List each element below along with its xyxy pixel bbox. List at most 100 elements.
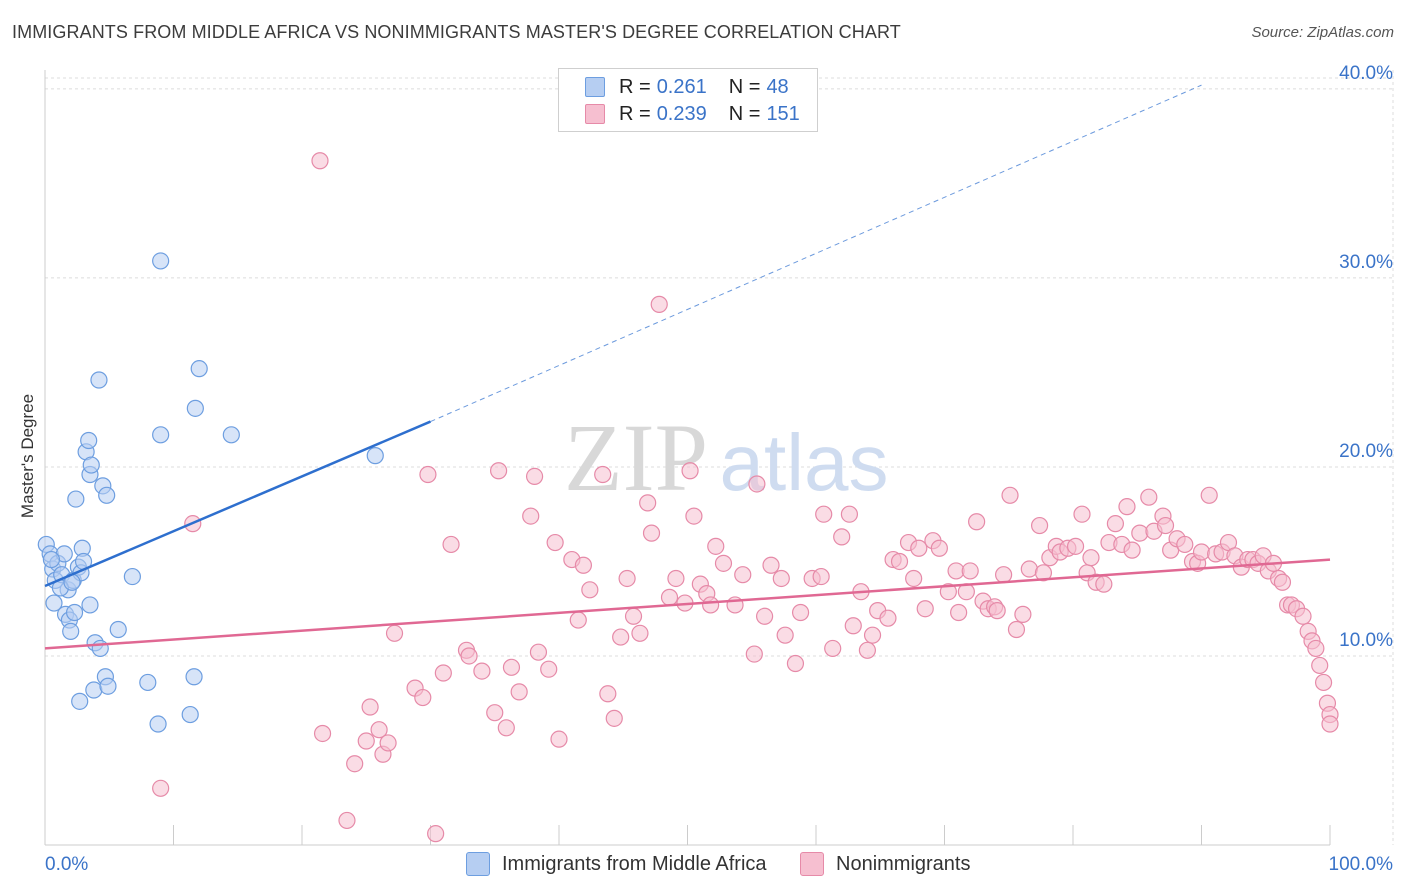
nonimmigrants-point xyxy=(311,152,329,170)
nonimmigrants-point xyxy=(612,628,630,646)
nonimmigrants-point xyxy=(968,513,986,531)
nonimmigrants-point xyxy=(361,698,379,716)
nonimmigrants-point xyxy=(833,528,851,546)
middle-africa-point xyxy=(45,594,63,612)
middle-africa-point xyxy=(366,447,384,465)
nonimmigrants-point xyxy=(1311,656,1329,675)
nonimmigrants-point xyxy=(916,600,934,618)
legend-swatch-pink xyxy=(585,104,605,124)
nonimmigrants-point xyxy=(1082,549,1100,567)
nonimmigrants-point xyxy=(605,709,623,727)
nonimmigrants-point xyxy=(639,494,657,512)
nonimmigrants-point xyxy=(815,505,833,523)
nonimmigrants-point xyxy=(313,724,332,743)
nonimmigrants-point xyxy=(1176,535,1194,554)
nonimmigrants-point xyxy=(858,641,877,659)
nonimmigrants-point xyxy=(1321,715,1339,733)
middle-africa-points xyxy=(37,252,384,733)
middle-africa-point xyxy=(85,681,103,699)
nonimmigrants-point xyxy=(1314,673,1333,692)
x-tick-label-max: 100.0% xyxy=(1329,854,1394,875)
legend-n-value: 151 xyxy=(766,102,800,125)
nonimmigrants-point xyxy=(685,507,703,525)
nonimmigrants-point xyxy=(152,779,170,797)
nonimmigrants-point xyxy=(844,617,862,635)
nonimmigrants-point xyxy=(642,524,661,542)
nonimmigrants-point xyxy=(540,660,558,678)
x-tick-label-min: 0.0% xyxy=(45,854,88,875)
middle-africa-point xyxy=(181,705,199,724)
nonimmigrants-point xyxy=(714,554,733,572)
nonimmigrants-point xyxy=(772,569,790,588)
middle-africa-point xyxy=(62,622,80,641)
nonimmigrants-point xyxy=(995,566,1013,584)
legend-n-label: N = xyxy=(728,102,761,125)
y-tick-labels: 10.0% 20.0% 30.0% 40.0% xyxy=(1339,63,1393,651)
nonimmigrants-point xyxy=(529,643,548,661)
nonimmigrants-point xyxy=(1192,543,1211,561)
correlation-legend: R = 0.261 N = 48 R = 0.239 N = 151 xyxy=(558,68,818,132)
nonimmigrants-point xyxy=(1123,541,1141,559)
nonimmigrants-point xyxy=(599,685,617,703)
nonimmigrants-point xyxy=(486,704,504,722)
middle-africa-point xyxy=(190,360,208,378)
nonimmigrants-point xyxy=(594,465,612,484)
nonimmigrants-point xyxy=(786,654,805,673)
nonimmigrants-point xyxy=(473,662,491,680)
y-tick-label: 20.0% xyxy=(1339,441,1393,462)
nonimmigrants-point xyxy=(762,556,780,574)
nonimmigrants-point xyxy=(522,507,540,525)
nonimmigrants-point xyxy=(574,556,593,574)
nonimmigrants-point xyxy=(497,719,515,737)
nonimmigrants-point xyxy=(930,539,948,557)
nonimmigrants-point xyxy=(1118,498,1136,516)
nonimmigrants-point xyxy=(988,602,1006,620)
y-tick-label: 40.0% xyxy=(1339,63,1393,84)
nonimmigrants-point xyxy=(910,539,928,557)
watermark: ZIP atlas xyxy=(564,404,888,511)
nonimmigrants-point xyxy=(460,647,478,665)
nonimmigrants-point xyxy=(660,588,679,606)
nonimmigrants-point xyxy=(1273,573,1292,591)
nonimmigrants-point xyxy=(745,645,763,663)
nonimmigrants-point xyxy=(791,603,810,622)
middle-africa-point xyxy=(185,668,203,686)
nonimmigrants-point xyxy=(1140,488,1158,506)
chart-title: IMMIGRANTS FROM MIDDLE AFRICA VS NONIMMI… xyxy=(12,22,901,42)
nonimmigrants-point xyxy=(890,552,909,571)
nonimmigrants-point xyxy=(734,566,752,584)
nonimmigrants-trend-line xyxy=(44,558,1331,650)
nonimmigrants-point xyxy=(1073,505,1091,523)
x-tick-labels: 0.0% 100.0% xyxy=(45,854,1393,875)
middle-africa-point xyxy=(149,715,167,733)
nonimmigrants-point xyxy=(525,467,544,486)
series-legend-nonimmigrants: Nonimmigrants xyxy=(800,850,970,878)
nonimmigrants-point xyxy=(385,624,404,642)
middle-africa-point xyxy=(91,639,109,658)
nonimmigrants-point xyxy=(824,639,842,658)
middle-africa-point xyxy=(99,677,117,695)
nonimmigrants-point xyxy=(1156,516,1175,535)
middle-africa-point xyxy=(81,596,99,614)
nonimmigrants-point xyxy=(755,607,774,625)
nonimmigrants-point xyxy=(370,721,388,739)
nonimmigrants-point xyxy=(631,624,649,642)
nonimmigrants-point xyxy=(650,295,668,313)
nonimmigrants-point xyxy=(546,533,564,552)
nonimmigrants-point xyxy=(1200,486,1218,504)
middle-africa-point xyxy=(152,252,170,270)
legend-n-value: 48 xyxy=(766,75,789,98)
nonimmigrants-point xyxy=(905,569,923,588)
series-name-middle-africa: Immigrants from Middle Africa xyxy=(502,852,767,875)
legend-r-value: 0.261 xyxy=(656,75,707,98)
nonimmigrants-point xyxy=(1307,639,1325,658)
middle-africa-point xyxy=(90,371,108,389)
nonimmigrants-point xyxy=(379,734,397,752)
legend-r-value: 0.239 xyxy=(656,102,707,125)
nonimmigrants-point xyxy=(1106,515,1125,533)
middle-africa-point xyxy=(98,486,116,504)
series-legend-middle-africa: Immigrants from Middle Africa xyxy=(466,850,767,878)
legend-swatch-blue xyxy=(585,77,605,97)
nonimmigrants-point xyxy=(667,569,685,588)
